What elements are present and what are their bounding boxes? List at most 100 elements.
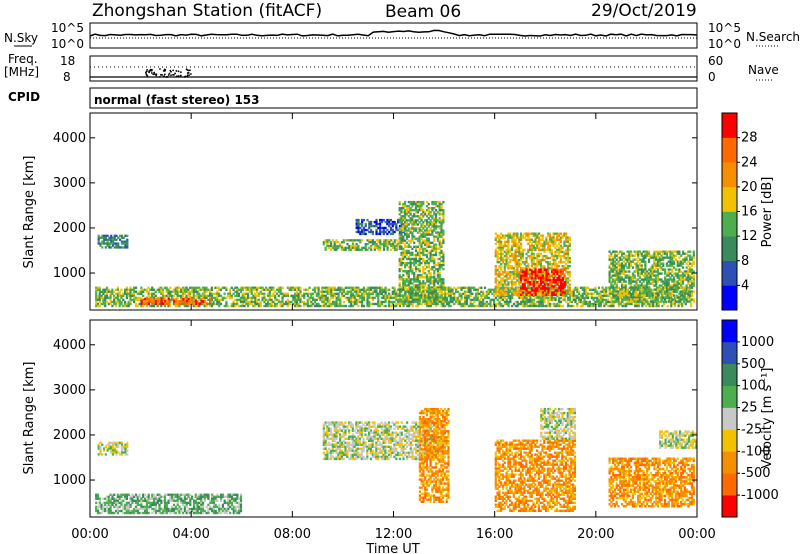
heatmap-cell [560,283,563,286]
heatmap-cell [660,278,663,281]
heatmap-cell [637,254,640,257]
heatmap-cell [337,244,340,248]
heatmap-cell [328,288,331,291]
heatmap-cell [391,286,394,289]
freq-point [145,72,147,75]
heatmap-cell [357,290,360,293]
heatmap-cell [520,274,523,278]
heatmap-cell [646,252,649,255]
heatmap-cell [568,256,571,260]
heatmap-cell [655,280,658,283]
heatmap-cell [478,298,481,302]
heatmap-cell [474,298,478,302]
heatmap-cell [371,290,374,293]
heatmap-cell [418,259,421,263]
heatmap-cell [400,263,403,267]
heatmap-cell [214,302,217,306]
heatmap-cell [370,228,373,232]
heatmap-cell [180,294,183,298]
heatmap-cell [405,302,408,305]
heatmap-cell [507,300,510,304]
heatmap-cell [129,290,132,293]
heatmap-cell [438,290,441,293]
heatmap-cell [681,266,685,269]
heatmap-cell [681,294,685,297]
heatmap-cell [503,242,506,245]
heatmap-cell [400,300,403,303]
heatmap-cell [578,298,581,302]
heatmap-cell [512,302,516,306]
heatmap-cell [647,254,651,257]
heatmap-cell [630,286,633,289]
heatmap-cell [375,288,378,291]
heatmap-cell [337,246,340,249]
heatmap-cell [523,294,526,298]
heatmap-cell [649,268,652,271]
heatmap-cell [453,296,456,300]
heatmap-cell [234,298,237,302]
heatmap-cell [628,254,631,257]
heatmap-cell [556,272,559,276]
heatmap-cell [540,298,543,302]
heatmap-cell [634,294,637,298]
heatmap-cell [362,286,365,289]
heatmap-cell [561,287,564,290]
heatmap-cell [501,258,505,262]
heatmap-cell [496,246,499,250]
heatmap-cell [678,292,681,295]
heatmap-cell [692,256,695,259]
heatmap-cell [214,292,217,295]
heatmap-cell [545,256,548,260]
heatmap-cell [501,246,505,250]
heatmap-cell [527,232,530,235]
heatmap-cell [165,290,168,293]
heatmap-cell [628,262,631,265]
heatmap-cell [391,304,394,308]
heatmap-cell [333,246,336,249]
heatmap-cell [346,239,349,242]
heatmap-cell [507,248,510,252]
heatmap-cell [218,292,221,295]
heatmap-cell [398,274,401,277]
heatmap-cell [478,286,481,289]
heatmap-cell [407,243,410,246]
heatmap-cell [125,296,128,300]
heatmap-cell [328,304,331,308]
heatmap-cell [416,251,419,255]
heatmap-cell [414,261,418,265]
heatmap-cell [310,292,313,295]
heatmap-cell [669,252,672,255]
heatmap-cell [196,292,199,295]
heatmap-cell [501,277,505,280]
heatmap-cell [656,250,659,253]
heatmap-cell [638,262,642,265]
heatmap-cell [348,248,351,251]
heatmap-cell [190,290,194,293]
heatmap-cell [543,291,546,294]
heatmap-cell [547,300,550,304]
heatmap-cell [181,288,185,291]
heatmap-cell [656,274,659,277]
heatmap-cell [210,296,213,300]
heatmap-cell [568,279,571,282]
heatmap-cell [521,250,524,254]
heatmap-cell [501,236,505,239]
heatmap-cell [532,246,535,250]
heatmap-cell [283,294,286,298]
heatmap-cell [681,304,684,308]
heatmap-cell [664,252,667,255]
heatmap-cell [615,274,618,277]
heatmap-cell [183,286,186,289]
heatmap-cell [109,302,112,306]
heatmap-cell [402,241,405,244]
heatmap-cell [668,296,671,300]
heatmap-cell [422,272,425,275]
heatmap-cell [640,294,643,297]
heatmap-cell [534,263,537,266]
heatmap-cell [102,292,105,295]
heatmap-cell [124,244,127,247]
heatmap-cell [674,258,677,261]
heatmap-cell [416,200,419,204]
heatmap-cell [384,226,387,230]
heatmap-cell [554,254,557,258]
